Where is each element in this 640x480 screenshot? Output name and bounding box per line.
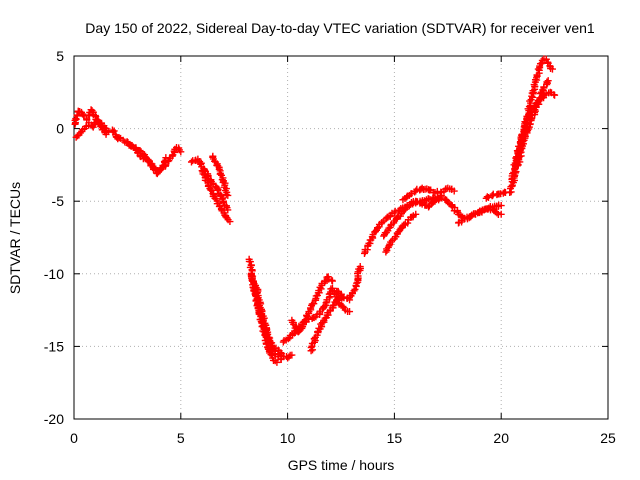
data-point [526,120,534,128]
data-point [437,191,445,199]
data-point [214,162,222,170]
x-tick-label: 25 [600,430,616,446]
data-point [538,56,546,64]
data-point [216,170,224,178]
data-point [526,97,534,105]
data-point [199,170,207,178]
data-point [417,199,425,207]
data-point [305,315,313,323]
data-point [288,351,296,359]
x-tick-label: 10 [280,430,296,446]
data-point [258,310,266,318]
chart-title: Day 150 of 2022, Sidereal Day-to-day VTE… [85,20,595,36]
data-point [110,127,118,135]
x-tick-label: 15 [387,430,403,446]
data-point [177,148,185,156]
data-point [485,204,493,212]
data-point [273,358,281,366]
data-point [509,170,517,178]
data-point [350,287,358,295]
data-point [544,77,552,85]
data-point [356,263,364,271]
grid [74,56,608,419]
data-points [71,55,559,366]
y-tick-label: -15 [44,338,64,354]
data-point [413,198,421,206]
x-tick-label: 5 [177,430,185,446]
data-point [328,277,336,285]
data-point [385,242,393,250]
data-point [484,193,492,201]
data-point [412,210,420,218]
y-tick-label: 5 [56,48,64,64]
x-axis-label: GPS time / hours [288,457,395,473]
data-point [497,202,505,210]
data-point [390,209,398,217]
plot-frame [73,55,609,420]
data-point [543,78,551,86]
y-tick-label: -10 [44,266,64,282]
data-point [277,355,285,363]
data-point [187,158,195,166]
y-axis-label: SDTVAR / TECUs [7,182,23,294]
data-point [346,308,354,316]
data-point [224,206,232,214]
data-point [537,60,545,68]
y-tick-label: -20 [44,411,64,427]
data-point [215,165,223,173]
data-point [382,248,390,256]
y-tick-label: 0 [56,121,64,137]
data-point [393,213,401,221]
data-point [450,187,458,195]
y-tick-label: -5 [52,193,65,209]
data-point [207,186,215,194]
data-point [214,186,222,194]
data-point [73,111,81,119]
data-point [405,202,413,210]
data-point [307,344,315,352]
data-point [222,190,230,198]
data-point [483,193,491,201]
data-point [325,275,333,283]
data-point [548,65,556,73]
data-point [497,210,505,218]
data-point [226,218,234,226]
data-point [224,191,232,199]
x-tick-label: 0 [70,430,78,446]
data-point [339,293,347,301]
data-point [529,87,537,95]
data-point [431,197,439,205]
x-tick-label: 20 [493,430,509,446]
data-point [329,302,337,310]
data-point [551,91,559,99]
axis-ticks: 0 5 10 15 20 25 -20 -15 -10 -5 0 5 [44,48,616,446]
